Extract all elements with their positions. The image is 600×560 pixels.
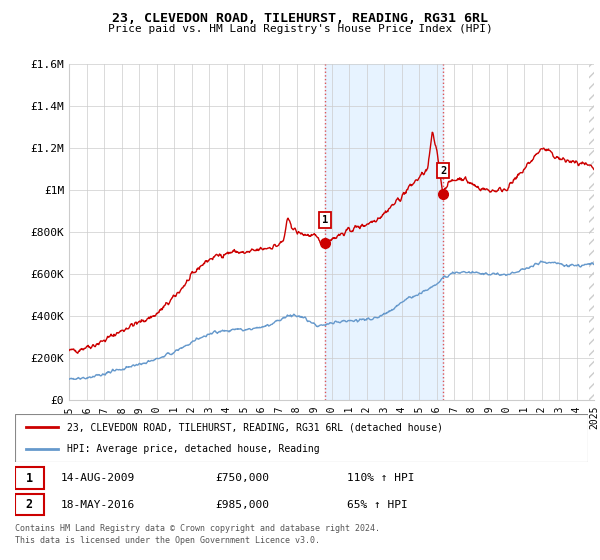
- Text: 14-AUG-2009: 14-AUG-2009: [61, 473, 135, 483]
- Text: 18-MAY-2016: 18-MAY-2016: [61, 500, 135, 510]
- Text: Price paid vs. HM Land Registry's House Price Index (HPI): Price paid vs. HM Land Registry's House …: [107, 24, 493, 34]
- FancyBboxPatch shape: [15, 414, 588, 462]
- Text: HPI: Average price, detached house, Reading: HPI: Average price, detached house, Read…: [67, 444, 319, 454]
- Text: 23, CLEVEDON ROAD, TILEHURST, READING, RG31 6RL: 23, CLEVEDON ROAD, TILEHURST, READING, R…: [112, 12, 488, 25]
- Text: 110% ↑ HPI: 110% ↑ HPI: [347, 473, 415, 483]
- Bar: [589, 64, 594, 400]
- Text: This data is licensed under the Open Government Licence v3.0.: This data is licensed under the Open Gov…: [15, 536, 320, 545]
- Text: 2: 2: [440, 166, 446, 176]
- Text: £985,000: £985,000: [215, 500, 269, 510]
- Text: 23, CLEVEDON ROAD, TILEHURST, READING, RG31 6RL (detached house): 23, CLEVEDON ROAD, TILEHURST, READING, R…: [67, 422, 443, 432]
- FancyBboxPatch shape: [15, 494, 44, 515]
- Bar: [325, 64, 443, 400]
- Text: £750,000: £750,000: [215, 473, 269, 483]
- Text: Contains HM Land Registry data © Crown copyright and database right 2024.: Contains HM Land Registry data © Crown c…: [15, 524, 380, 533]
- Text: 65% ↑ HPI: 65% ↑ HPI: [347, 500, 408, 510]
- Text: 1: 1: [26, 472, 33, 484]
- Bar: [589, 64, 594, 400]
- Text: 1: 1: [322, 215, 328, 225]
- Text: 2: 2: [26, 498, 33, 511]
- FancyBboxPatch shape: [15, 468, 44, 489]
